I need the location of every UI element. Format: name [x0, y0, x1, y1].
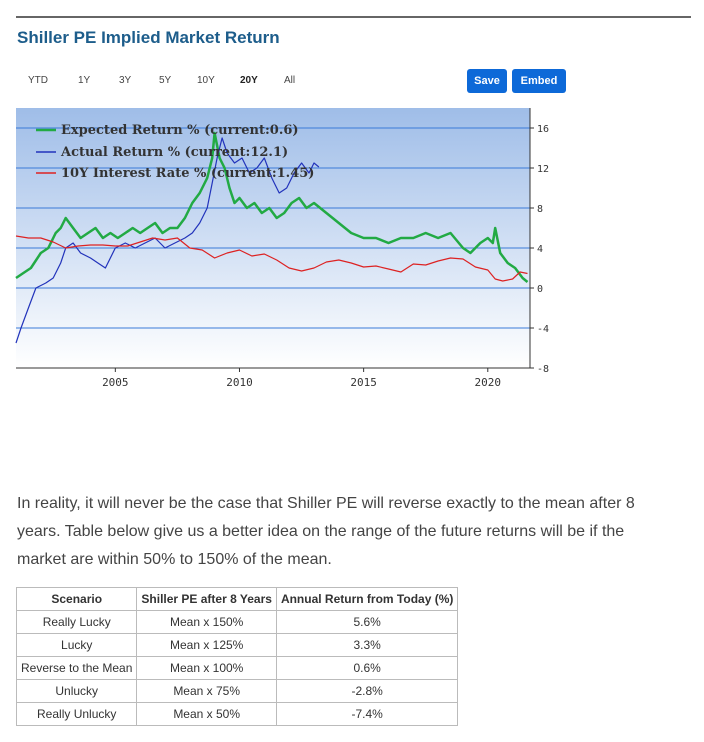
- table-row: Lucky Mean x 125% 3.3%: [15, 633, 459, 657]
- y-tick-label: 4: [537, 244, 543, 255]
- explanation-paragraph: In reality, it will never be the case th…: [17, 495, 635, 568]
- scenario-table: Scenario Shiller PE after 8 Years Annual…: [15, 587, 459, 726]
- legend-label-interest: 10Y Interest Rate % (current:1.45): [61, 166, 314, 181]
- x-tick-label: 2010: [226, 376, 253, 389]
- table-row: Reverse to the Mean Mean x 100% 0.6%: [15, 656, 459, 680]
- return-cell: 0.6%: [275, 656, 459, 680]
- header-annual-return: Annual Return from Today (%): [275, 587, 459, 611]
- return-cell: -7.4%: [275, 702, 459, 726]
- scenario-cell: Reverse to the Mean: [15, 656, 138, 680]
- x-tick-label: 2020: [475, 376, 502, 389]
- y-tick-label: -8: [537, 364, 549, 375]
- pe-cell: Mean x 100%: [136, 656, 277, 680]
- pe-cell: Mean x 125%: [136, 633, 277, 657]
- range-ytd[interactable]: YTD: [28, 75, 48, 86]
- pe-cell: Mean x 150%: [136, 610, 277, 634]
- table-row: Unlucky Mean x 75% -2.8%: [15, 679, 459, 703]
- legend-label-expected: Expected Return % (current:0.6): [61, 123, 299, 138]
- pe-cell: Mean x 75%: [136, 679, 277, 703]
- y-tick-label: -4: [537, 324, 549, 335]
- legend: Expected Return % (current:0.6) Actual R…: [36, 123, 314, 181]
- y-tick-label: 16: [537, 124, 549, 135]
- embed-button[interactable]: Embed: [512, 69, 566, 93]
- scenario-cell: Unlucky: [15, 679, 138, 703]
- scenario-cell: Really Lucky: [15, 610, 138, 634]
- y-tick-label: 0: [537, 284, 543, 295]
- legend-label-actual: Actual Return % (current:12.1): [60, 145, 288, 160]
- top-divider: [16, 16, 691, 18]
- x-tick-label: 2005: [102, 376, 129, 389]
- return-cell: 3.3%: [275, 633, 459, 657]
- scenario-cell: Lucky: [15, 633, 138, 657]
- table-header-row: Scenario Shiller PE after 8 Years Annual…: [15, 587, 459, 611]
- implied-return-chart: 16 12 8 4 0 -4 -8 2005 2010 2015 2020 Expected Re…: [15, 108, 549, 389]
- save-button[interactable]: Save: [467, 69, 507, 93]
- interest-rate-line: [15, 235, 528, 282]
- pe-cell: Mean x 50%: [136, 702, 277, 726]
- actual-return-line: [15, 137, 320, 344]
- table-row: Really Lucky Mean x 150% 5.6%: [15, 610, 459, 634]
- chart-container: 16 12 8 4 0 -4 -8 2005 2010 2015 2020 Expected Re…: [0, 100, 704, 400]
- expected-return-line: [15, 131, 529, 283]
- y-tick-label: 8: [537, 204, 543, 215]
- range-3y[interactable]: 3Y: [119, 75, 132, 86]
- page-title: Shiller PE Implied Market Return: [17, 28, 280, 47]
- range-10y[interactable]: 10Y: [197, 75, 215, 86]
- header-scenario: Scenario: [15, 587, 138, 611]
- y-tick-label: 12: [537, 164, 549, 175]
- range-1y[interactable]: 1Y: [78, 75, 91, 86]
- return-cell: 5.6%: [275, 610, 459, 634]
- return-cell: -2.8%: [275, 679, 459, 703]
- range-20y[interactable]: 20Y: [240, 75, 258, 86]
- header-shiller-pe: Shiller PE after 8 Years: [136, 587, 277, 611]
- scenario-cell: Really Unlucky: [15, 702, 138, 726]
- table-row: Really Unlucky Mean x 50% -7.4%: [15, 702, 459, 726]
- range-5y[interactable]: 5Y: [159, 75, 172, 86]
- x-tick-label: 2015: [350, 376, 377, 389]
- range-all[interactable]: All: [284, 75, 296, 86]
